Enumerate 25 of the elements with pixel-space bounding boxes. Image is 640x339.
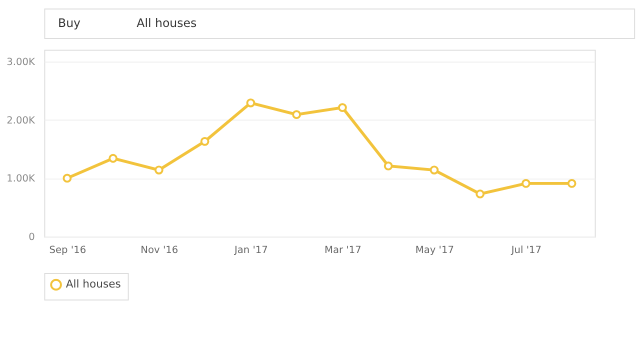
y-tick-label: 3.00K [6, 56, 36, 68]
y-tick-label: 0 [28, 232, 35, 244]
point [292, 110, 302, 120]
point [430, 166, 439, 174]
y-tick-label: 1.00K [6, 174, 36, 185]
x-tick-label: May '17 [415, 244, 454, 256]
point [246, 98, 256, 108]
x-tick-label: Jan '17 [233, 244, 268, 256]
point [62, 174, 72, 183]
point [154, 166, 164, 174]
y-tick-label: 2.00K [6, 115, 36, 126]
point [200, 136, 210, 146]
x-tick-label: Jul '17 [510, 244, 542, 256]
x-tick-label: Nov '16 [140, 244, 178, 256]
text: Buy [58, 16, 81, 30]
point [384, 161, 393, 170]
legend-label: All houses [66, 278, 122, 291]
x-tick-label: Sep '16 [49, 244, 86, 256]
x-tick-label: Mar '17 [324, 244, 362, 256]
point [567, 179, 576, 188]
point [108, 154, 118, 163]
point [338, 103, 347, 112]
point [476, 190, 485, 198]
text: All houses [136, 16, 197, 30]
point [522, 179, 530, 188]
